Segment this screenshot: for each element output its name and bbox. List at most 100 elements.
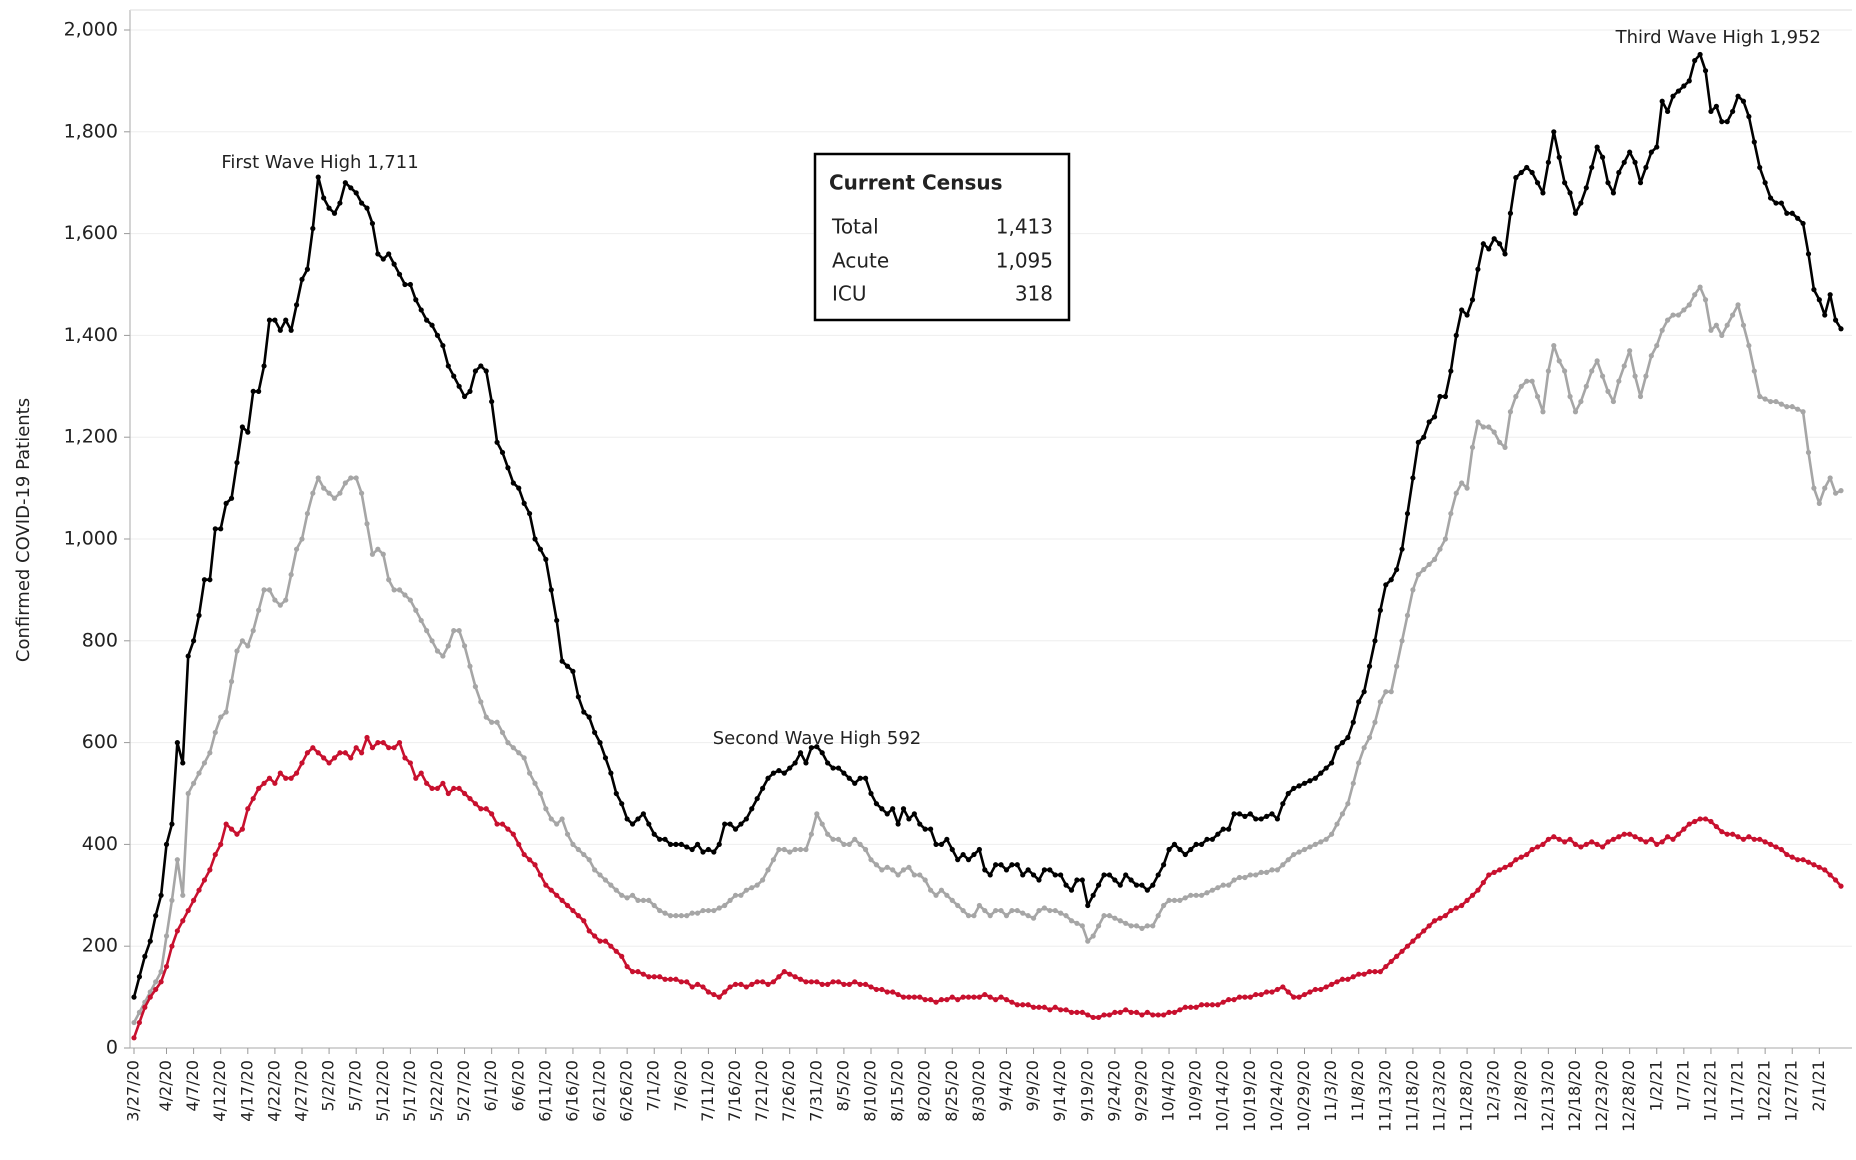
data-point	[1426, 923, 1432, 929]
data-point	[976, 902, 982, 909]
data-point	[1139, 925, 1145, 931]
data-point	[716, 841, 722, 848]
data-point	[1117, 1009, 1123, 1015]
data-point	[136, 1019, 143, 1026]
data-point	[239, 424, 245, 430]
x-tick-label: 10/9/20	[1186, 1060, 1205, 1122]
data-point	[700, 907, 706, 914]
data-point	[1003, 867, 1010, 873]
data-point	[602, 877, 609, 883]
data-point	[1832, 877, 1839, 883]
data-point	[1133, 1009, 1140, 1015]
data-point	[1345, 734, 1351, 741]
data-point	[304, 266, 311, 272]
data-point	[906, 864, 912, 870]
census-value: 318	[1015, 282, 1053, 306]
data-point	[1659, 98, 1665, 104]
data-point	[1155, 1012, 1161, 1018]
data-point	[266, 317, 273, 323]
data-point	[1334, 979, 1340, 985]
data-point	[1074, 920, 1080, 926]
data-point	[944, 997, 950, 1003]
data-point	[277, 327, 283, 333]
data-point	[678, 841, 684, 848]
data-point	[754, 795, 760, 802]
data-point	[895, 872, 901, 878]
data-point	[1226, 997, 1232, 1003]
data-point	[1242, 994, 1248, 1000]
data-point	[554, 617, 560, 624]
data-point	[1106, 872, 1113, 878]
data-point	[814, 979, 820, 985]
data-point	[191, 780, 197, 786]
data-point	[1226, 882, 1232, 888]
data-point	[283, 317, 289, 323]
data-point	[770, 979, 777, 985]
data-point	[440, 653, 446, 659]
data-point	[1177, 897, 1183, 903]
data-point	[1578, 398, 1584, 405]
data-point	[1643, 839, 1649, 845]
data-point	[982, 867, 988, 873]
data-point	[564, 902, 571, 909]
data-point	[592, 933, 598, 939]
data-point	[1480, 879, 1486, 886]
data-point	[451, 373, 457, 379]
data-point	[256, 607, 262, 613]
data-point	[1513, 393, 1519, 400]
data-point	[760, 979, 766, 985]
data-point	[402, 755, 408, 761]
data-point	[147, 994, 153, 1000]
data-point	[1177, 1007, 1183, 1013]
data-point	[971, 851, 977, 858]
data-point	[857, 981, 863, 987]
data-point	[1697, 51, 1703, 58]
data-point	[732, 981, 739, 987]
data-point	[174, 857, 180, 863]
data-point	[722, 821, 728, 827]
data-point	[1123, 920, 1129, 926]
data-point	[185, 653, 191, 659]
data-point	[1567, 393, 1573, 400]
data-point	[261, 587, 267, 593]
data-point	[153, 913, 159, 919]
data-point	[185, 907, 191, 914]
data-point	[1545, 836, 1551, 842]
data-point	[548, 816, 554, 822]
data-point	[629, 821, 636, 827]
data-point	[1475, 887, 1481, 893]
data-point	[1068, 1009, 1075, 1015]
data-point	[1480, 241, 1486, 247]
data-point	[1453, 332, 1459, 338]
data-point	[619, 801, 625, 807]
data-point	[657, 974, 663, 980]
data-point	[369, 745, 376, 751]
data-point	[1128, 1009, 1134, 1015]
x-tick-label: 2/1/21	[1809, 1060, 1828, 1112]
data-point	[1681, 826, 1687, 832]
data-point	[218, 714, 224, 720]
data-point	[1697, 816, 1703, 822]
data-point	[1318, 986, 1324, 993]
data-point	[1757, 164, 1763, 171]
data-point	[554, 892, 560, 898]
data-point	[1605, 180, 1611, 186]
data-point	[1307, 989, 1313, 995]
data-point	[684, 913, 690, 919]
data-point	[1621, 831, 1627, 837]
data-point	[608, 882, 614, 888]
annotation: Third Wave High 1,952	[1615, 27, 1821, 48]
data-point	[375, 251, 381, 257]
data-point	[1020, 872, 1026, 878]
data-point	[835, 765, 842, 771]
x-tick-label: 6/6/20	[508, 1060, 527, 1112]
data-point	[1030, 1004, 1037, 1010]
data-point	[1735, 302, 1741, 308]
data-point	[738, 821, 744, 827]
data-point	[1209, 836, 1215, 842]
data-point	[640, 811, 646, 817]
x-tick-label: 11/23/20	[1429, 1060, 1448, 1132]
data-point	[1388, 958, 1394, 965]
data-point	[489, 398, 495, 405]
census-label: Total	[831, 215, 879, 239]
